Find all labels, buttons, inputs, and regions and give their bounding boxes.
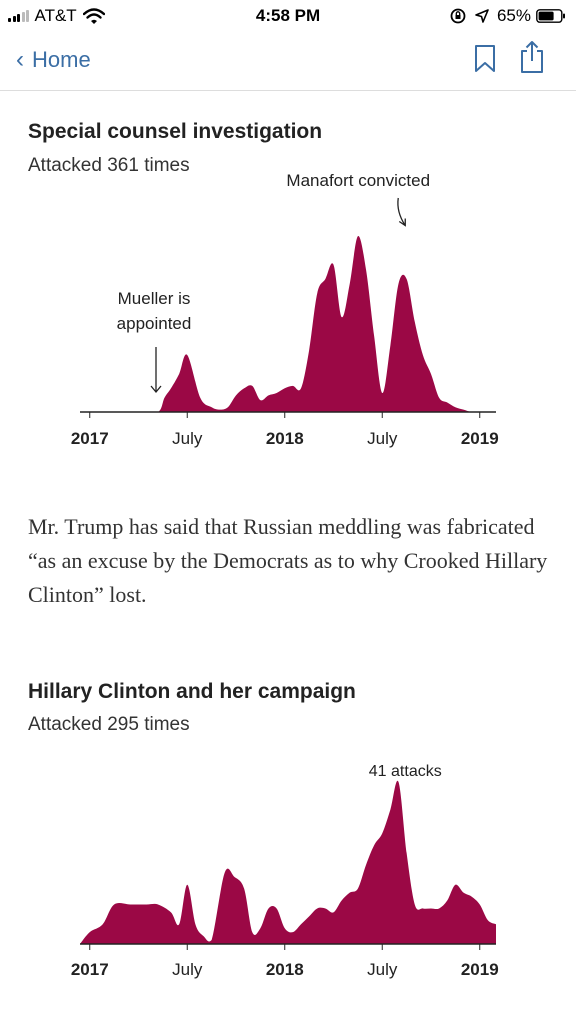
x-tick-label: July [172, 429, 203, 448]
x-tick-label: 2017 [71, 960, 109, 979]
annotation-label: 41 attacks [369, 763, 442, 780]
location-arrow-icon [475, 9, 489, 23]
x-tick-label: 2018 [266, 429, 304, 448]
annotation-arrowhead [398, 218, 406, 227]
article-paragraph: Mr. Trump has said that Russian meddling… [28, 514, 548, 607]
carrier-label: AT&T [34, 6, 77, 25]
back-button[interactable]: ‹ Home [16, 46, 91, 74]
annotation-arrow [397, 197, 406, 226]
signal-icon [8, 10, 31, 22]
orientation-lock-icon [450, 8, 466, 24]
nav-bar: ‹ Home [0, 34, 576, 91]
chart-hillary-clinton: 2017 July 2018 July 2019 41 attacks [71, 763, 499, 979]
battery-icon [536, 9, 565, 23]
status-bar: AT&T 4:58 PM 65% [0, 0, 576, 34]
x-tick-label: 2017 [71, 429, 109, 448]
x-tick-label: July [172, 960, 203, 979]
chevron-left-icon: ‹ [16, 46, 24, 73]
annotation-arrowhead [150, 385, 162, 394]
chart-1-subtitle: Attacked 361 times [28, 155, 190, 176]
annotation-label: Manafort convicted [286, 171, 430, 190]
x-tick-label: July [367, 429, 398, 448]
battery-percent: 65% [496, 6, 531, 25]
x-tick-label: 2018 [266, 960, 304, 979]
x-tick-label: 2019 [461, 960, 499, 979]
status-time: 4:58 PM [255, 6, 321, 25]
chart-area-series [80, 780, 496, 944]
chart-area-series [80, 236, 496, 412]
status-right: 65% [449, 6, 566, 26]
chart-1-title: Special counsel investigation [28, 120, 323, 143]
status-left: AT&T [8, 6, 105, 26]
x-tick-label: July [367, 960, 398, 979]
chart-2-title: Hillary Clinton and her campaign [28, 680, 356, 703]
annotation-label: Mueller is [118, 289, 191, 308]
bookmark-icon[interactable] [474, 44, 496, 74]
wifi-icon [82, 8, 105, 24]
chart-special-counsel: 2017 July 2018 July 2019 Mueller is appointed M… [71, 171, 499, 448]
annotation-label: appointed [117, 314, 192, 333]
back-label: Home [32, 47, 91, 72]
x-tick-label: 2019 [461, 429, 499, 448]
share-icon[interactable] [520, 40, 544, 74]
chart-2-subtitle: Attacked 295 times [28, 714, 190, 735]
